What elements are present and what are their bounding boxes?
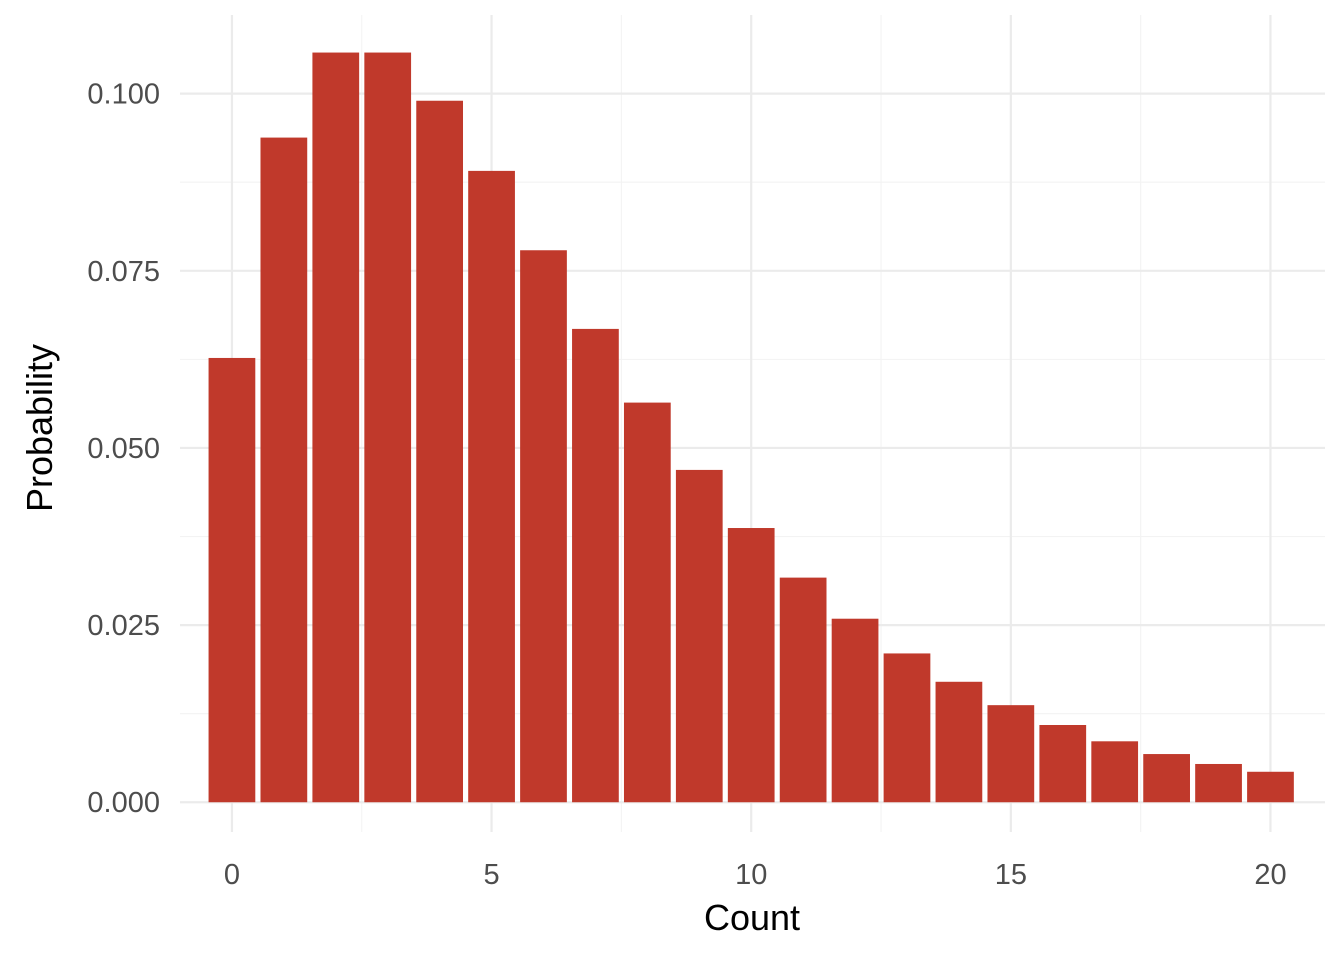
bar-count-2 — [312, 52, 360, 803]
bar-count-3 — [364, 52, 412, 803]
x-tick-label: 20 — [1254, 859, 1286, 891]
y-tick-label: 0.075 — [87, 256, 160, 288]
x-tick-label: 0 — [224, 859, 240, 891]
y-axis-title: Probability — [19, 344, 60, 512]
bar-count-16 — [1039, 725, 1087, 803]
bar-count-18 — [1143, 754, 1190, 803]
bar-count-4 — [416, 100, 464, 803]
y-tick-label: 0.025 — [87, 610, 160, 642]
bar-count-20 — [1247, 771, 1294, 803]
x-tick-label: 10 — [735, 859, 767, 891]
bar-count-12 — [831, 618, 879, 803]
bar-count-10 — [727, 528, 775, 803]
bar-count-7 — [572, 328, 619, 803]
x-tick-label: 15 — [995, 859, 1027, 891]
bar-count-0 — [208, 357, 256, 803]
bar-count-8 — [623, 402, 671, 803]
bar-count-5 — [468, 170, 515, 803]
bar-count-9 — [675, 469, 723, 803]
y-axis-tick-labels: 0.000 0.025 0.050 0.075 0.100 — [87, 79, 160, 820]
bar-count-15 — [987, 705, 1035, 803]
x-tick-label: 5 — [483, 859, 499, 891]
bar-count-6 — [520, 250, 567, 803]
bar-count-14 — [935, 681, 983, 803]
bar-count-17 — [1091, 741, 1139, 803]
y-tick-label: 0.050 — [87, 433, 160, 465]
bar-count-13 — [883, 653, 931, 803]
y-tick-label: 0.000 — [87, 787, 160, 819]
x-axis-tick-labels: 0 5 10 15 20 — [224, 859, 1287, 891]
bar-count-1 — [260, 137, 308, 803]
bars — [208, 52, 1294, 803]
y-tick-label: 0.100 — [87, 79, 160, 111]
bar-count-19 — [1195, 763, 1242, 803]
x-axis-title: Count — [704, 897, 800, 938]
bar-count-11 — [779, 577, 827, 803]
